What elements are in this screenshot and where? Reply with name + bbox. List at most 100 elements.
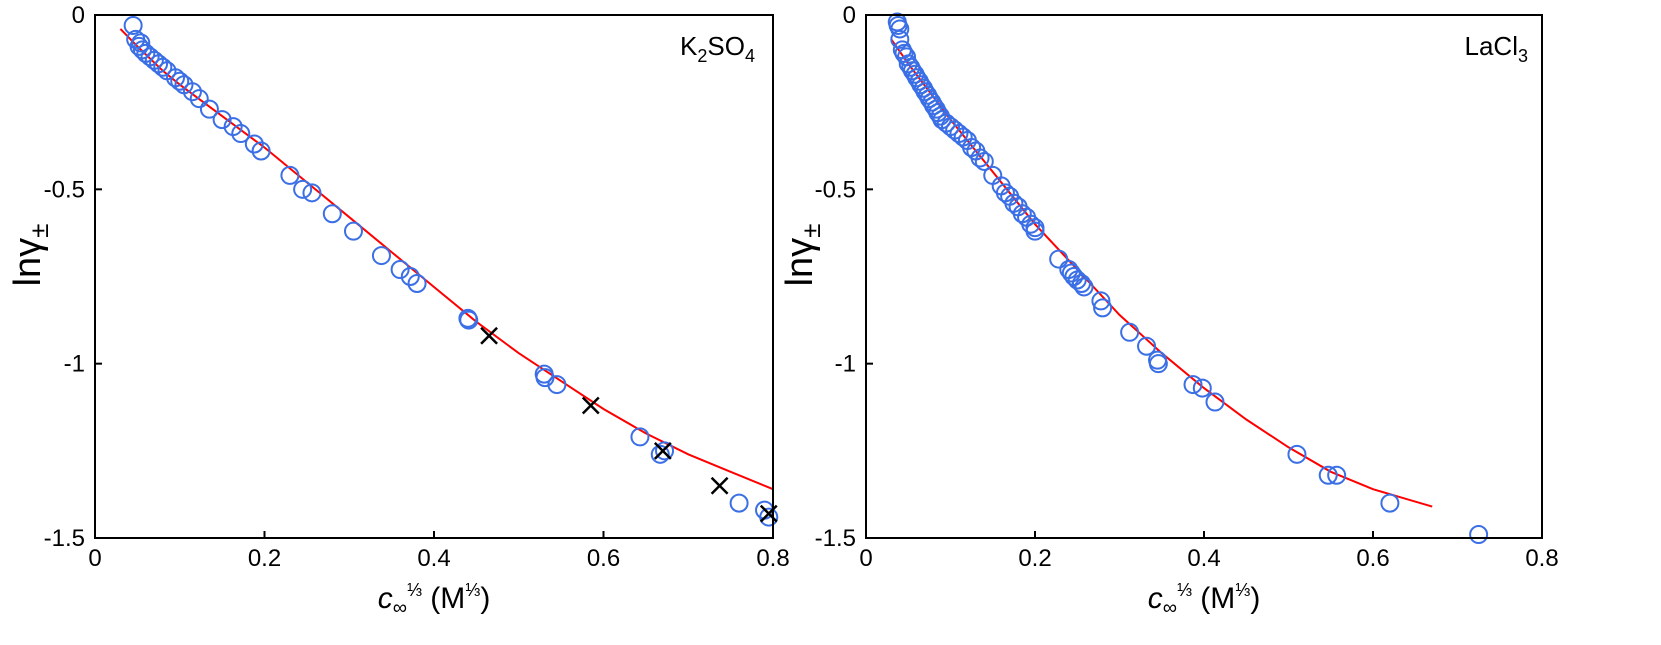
y-axis-label: lnγ± xyxy=(779,224,826,287)
data-point-circle xyxy=(1093,298,1113,318)
data-point-circle xyxy=(983,165,1003,185)
data-point-circle xyxy=(189,89,209,109)
data-point-circle xyxy=(974,151,994,171)
x-axis-var: c xyxy=(378,582,393,615)
y-axis-main: lnγ xyxy=(779,238,821,287)
data-point-circle xyxy=(407,273,427,293)
fit-line xyxy=(890,38,1433,508)
data-point-circle xyxy=(371,246,391,266)
y-tick-label: -0.5 xyxy=(44,176,85,203)
data-point-circle xyxy=(199,99,219,119)
series-circles xyxy=(123,15,779,527)
chart-panel-1: 0 0.2 0.4 0.6 0.80-0.5-1-1.5c∞⅓ (M⅓)lnγ±K2SO… xyxy=(7,2,790,619)
x-tick-label: 0.6 xyxy=(587,545,620,572)
x-tick-label: 0 xyxy=(88,545,101,572)
data-point-cross xyxy=(710,476,729,495)
y-tick-label: -1.5 xyxy=(815,525,856,552)
plot-frame xyxy=(865,14,1543,539)
data-point-cross xyxy=(759,504,778,523)
x-tick-label: 0.4 xyxy=(1187,545,1220,572)
data-point-circle xyxy=(293,179,313,199)
x-axis-subscript: ∞ xyxy=(393,597,407,619)
y-tick-label: 0 xyxy=(843,2,856,29)
data-point-circle xyxy=(1380,493,1400,513)
x-axis-label: c∞⅓ (M⅓) xyxy=(378,580,491,619)
data-point-circle xyxy=(759,507,779,527)
data-point-circle xyxy=(251,141,271,161)
x-axis-unit-superscript: ⅓ xyxy=(465,580,480,600)
x-tick-label: 0.2 xyxy=(248,545,281,572)
y-tick-label: -1 xyxy=(835,351,856,378)
data-point-circle xyxy=(729,493,749,513)
x-axis-unit: (M xyxy=(422,582,465,615)
y-tick-label: -1 xyxy=(64,351,85,378)
data-point-circle xyxy=(231,124,251,144)
data-point-circle xyxy=(650,444,670,464)
data-point-circle xyxy=(1049,249,1069,269)
x-tick-label: 0.6 xyxy=(1356,545,1389,572)
data-point-circle xyxy=(1192,378,1212,398)
y-tick-label: 0 xyxy=(72,2,85,29)
x-axis-label: c∞⅓ (M⅓) xyxy=(1148,580,1261,619)
data-point-cross xyxy=(480,326,498,345)
data-point-circle xyxy=(655,441,675,461)
data-point-circle xyxy=(1025,221,1045,241)
data-point-circle xyxy=(1318,465,1338,485)
data-point-circle xyxy=(212,110,232,130)
data-point-circle xyxy=(1091,291,1111,311)
y-axis-subscript: ± xyxy=(24,224,54,238)
data-point-cross xyxy=(653,441,672,460)
data-point-circle xyxy=(1183,375,1203,395)
data-point-circle xyxy=(1061,263,1081,283)
x-axis-unit: (M xyxy=(1192,582,1235,615)
data-point-circle xyxy=(1287,444,1307,464)
y-axis-label: lnγ± xyxy=(7,224,54,287)
y-tick-label: -0.5 xyxy=(815,176,856,203)
data-point-circle xyxy=(153,57,173,77)
x-axis-unit-superscript: ⅓ xyxy=(1235,580,1250,600)
data-point-circle xyxy=(280,165,300,185)
data-point-circle xyxy=(131,33,151,53)
data-point-circle xyxy=(1327,465,1347,485)
data-point-circle xyxy=(630,427,650,447)
x-axis-unit-close: ) xyxy=(1250,582,1260,615)
panel-label-sub2: 4 xyxy=(745,46,755,66)
x-tick-label: 0.8 xyxy=(756,545,789,572)
data-point-circle xyxy=(890,19,910,39)
x-tick-label: 0.2 xyxy=(1018,545,1051,572)
series-circles xyxy=(887,12,1489,545)
data-point-circle xyxy=(1469,525,1489,545)
x-axis-superscript: ⅓ xyxy=(1177,580,1192,600)
panel-label-mid: SO xyxy=(707,31,745,61)
data-point-circle xyxy=(302,183,322,203)
panel-label-sub1: 2 xyxy=(697,46,707,66)
data-point-circle xyxy=(1205,392,1225,412)
data-point-circle xyxy=(390,260,410,280)
data-point-circle xyxy=(1071,273,1091,293)
data-point-circle xyxy=(244,134,264,154)
panel-label: K2SO4 xyxy=(680,31,755,66)
x-tick-label: 0.4 xyxy=(417,545,450,572)
fit-line xyxy=(119,28,774,491)
y-tick-label: -1.5 xyxy=(44,525,85,552)
data-point-circle xyxy=(182,82,202,102)
x-axis-var: c xyxy=(1148,582,1163,615)
series-crosses xyxy=(480,326,778,523)
x-tick-label: 0 xyxy=(859,545,872,572)
data-point-circle xyxy=(1148,354,1168,374)
data-point-circle xyxy=(890,29,910,49)
x-axis-superscript: ⅓ xyxy=(407,580,422,600)
panel-label-main: K xyxy=(680,31,698,61)
plot-frame xyxy=(94,14,774,539)
data-point-circle xyxy=(1074,277,1094,297)
data-point-circle xyxy=(343,221,363,241)
x-axis-subscript: ∞ xyxy=(1163,597,1177,619)
chart-panel-2: 0 0.2 0.4 0.6 0.80-0.5-1-1.5c∞⅓ (M⅓)lnγ±LaCl… xyxy=(779,2,1559,619)
panel-label-main: LaCl xyxy=(1465,31,1518,61)
y-axis-subscript: ± xyxy=(796,224,826,238)
data-point-circle xyxy=(1067,270,1087,290)
data-point-circle xyxy=(970,148,990,168)
x-axis-unit-close: ) xyxy=(480,582,490,615)
data-point-circle xyxy=(170,71,190,91)
